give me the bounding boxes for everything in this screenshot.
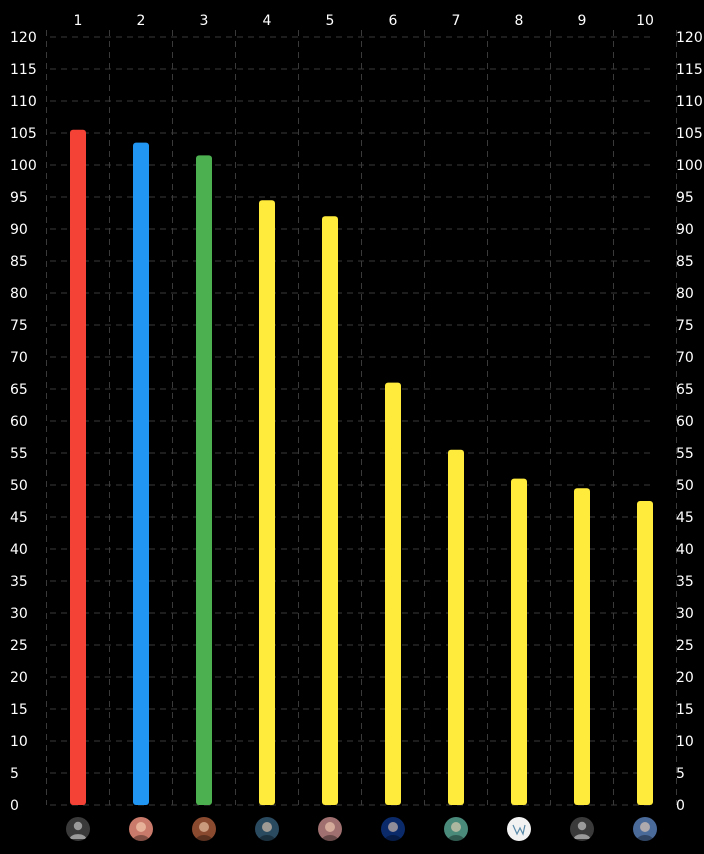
y-tick-left: 95 bbox=[10, 190, 28, 206]
y-tick-right: 55 bbox=[676, 446, 694, 462]
y-tick-left: 65 bbox=[10, 382, 28, 398]
y-tick-left: 75 bbox=[10, 318, 28, 334]
face-avatar-3 bbox=[255, 817, 279, 841]
y-tick-left: 35 bbox=[10, 574, 28, 590]
y-tick-left: 110 bbox=[10, 94, 37, 110]
default-user-icon bbox=[66, 817, 90, 841]
y-tick-right: 120 bbox=[676, 30, 703, 46]
y-tick-right: 50 bbox=[676, 478, 694, 494]
y-tick-left: 10 bbox=[10, 734, 28, 750]
y-tick-right: 90 bbox=[676, 222, 694, 238]
y-tick-right: 10 bbox=[676, 734, 694, 750]
y-tick-right: 60 bbox=[676, 414, 694, 430]
x-tick-label: 4 bbox=[263, 13, 272, 29]
y-tick-right: 100 bbox=[676, 158, 703, 174]
y-tick-left: 80 bbox=[10, 286, 28, 302]
y-tick-right: 65 bbox=[676, 382, 694, 398]
colorful-art-avatar bbox=[444, 817, 468, 841]
y-tick-right: 85 bbox=[676, 254, 694, 270]
y-tick-right: 15 bbox=[676, 702, 694, 718]
y-tick-left: 115 bbox=[10, 62, 37, 78]
bar-2 bbox=[133, 142, 149, 806]
bar-6 bbox=[385, 382, 401, 805]
bar-7 bbox=[448, 449, 464, 805]
y-tick-left: 45 bbox=[10, 510, 28, 526]
landscape-avatar bbox=[633, 817, 657, 841]
bar-3 bbox=[196, 155, 212, 805]
bar-10 bbox=[637, 501, 653, 805]
bar-8 bbox=[511, 478, 527, 805]
x-tick-label: 7 bbox=[452, 13, 461, 29]
y-tick-right: 70 bbox=[676, 350, 694, 366]
x-tick-label: 5 bbox=[326, 13, 335, 29]
x-tick-label: 1 bbox=[74, 13, 83, 29]
white-sketch-avatar bbox=[507, 817, 531, 841]
y-tick-right: 110 bbox=[676, 94, 703, 110]
y-tick-left: 60 bbox=[10, 414, 28, 430]
grid-lines bbox=[46, 30, 677, 806]
bar-4 bbox=[259, 200, 275, 805]
y-tick-right: 105 bbox=[676, 126, 703, 142]
y-tick-right: 30 bbox=[676, 606, 694, 622]
y-tick-right: 80 bbox=[676, 286, 694, 302]
x-axis-top: 1 2 3 4 5 6 7 8 9 10 bbox=[74, 13, 654, 29]
y-tick-left: 85 bbox=[10, 254, 28, 270]
y-tick-right: 0 bbox=[676, 798, 685, 814]
face-avatar-2 bbox=[192, 817, 216, 841]
y-tick-left: 100 bbox=[10, 158, 37, 174]
y-tick-left: 5 bbox=[10, 766, 19, 782]
y-axis-left: 0 5 10 15 20 25 30 35 40 45 50 55 60 65 70 75 80 85 90 95 10… bbox=[10, 30, 37, 814]
y-tick-left: 105 bbox=[10, 126, 37, 142]
bar-9 bbox=[574, 488, 590, 805]
x-tick-label: 6 bbox=[389, 13, 398, 29]
x-tick-label: 10 bbox=[636, 13, 654, 29]
y-tick-left: 0 bbox=[10, 798, 19, 814]
blue-pattern-avatar bbox=[381, 817, 405, 841]
y-tick-left: 90 bbox=[10, 222, 28, 238]
y-tick-right: 40 bbox=[676, 542, 694, 558]
y-tick-right: 35 bbox=[676, 574, 694, 590]
y-axis-right: 0 5 10 15 20 25 30 35 40 45 50 55 60 65 70 75 80 85 90 95 10… bbox=[676, 30, 703, 814]
y-tick-left: 25 bbox=[10, 638, 28, 654]
x-tick-label: 2 bbox=[137, 13, 146, 29]
y-tick-right: 25 bbox=[676, 638, 694, 654]
y-tick-right: 115 bbox=[676, 62, 703, 78]
y-tick-left: 50 bbox=[10, 478, 28, 494]
default-user-icon bbox=[570, 817, 594, 841]
bar-5 bbox=[322, 216, 338, 805]
face-avatar-1 bbox=[129, 817, 153, 841]
y-tick-left: 15 bbox=[10, 702, 28, 718]
y-tick-left: 40 bbox=[10, 542, 28, 558]
x-tick-label: 9 bbox=[578, 13, 587, 29]
y-tick-right: 5 bbox=[676, 766, 685, 782]
y-tick-right: 95 bbox=[676, 190, 694, 206]
y-tick-left: 55 bbox=[10, 446, 28, 462]
y-tick-right: 20 bbox=[676, 670, 694, 686]
y-tick-left: 30 bbox=[10, 606, 28, 622]
y-tick-left: 120 bbox=[10, 30, 37, 46]
bar-1 bbox=[70, 129, 86, 806]
x-tick-label: 8 bbox=[515, 13, 524, 29]
bars bbox=[70, 129, 653, 806]
x-tick-label: 3 bbox=[200, 13, 209, 29]
y-tick-right: 45 bbox=[676, 510, 694, 526]
y-tick-right: 75 bbox=[676, 318, 694, 334]
y-tick-left: 20 bbox=[10, 670, 28, 686]
y-tick-left: 70 bbox=[10, 350, 28, 366]
face-avatar-4 bbox=[318, 817, 342, 841]
